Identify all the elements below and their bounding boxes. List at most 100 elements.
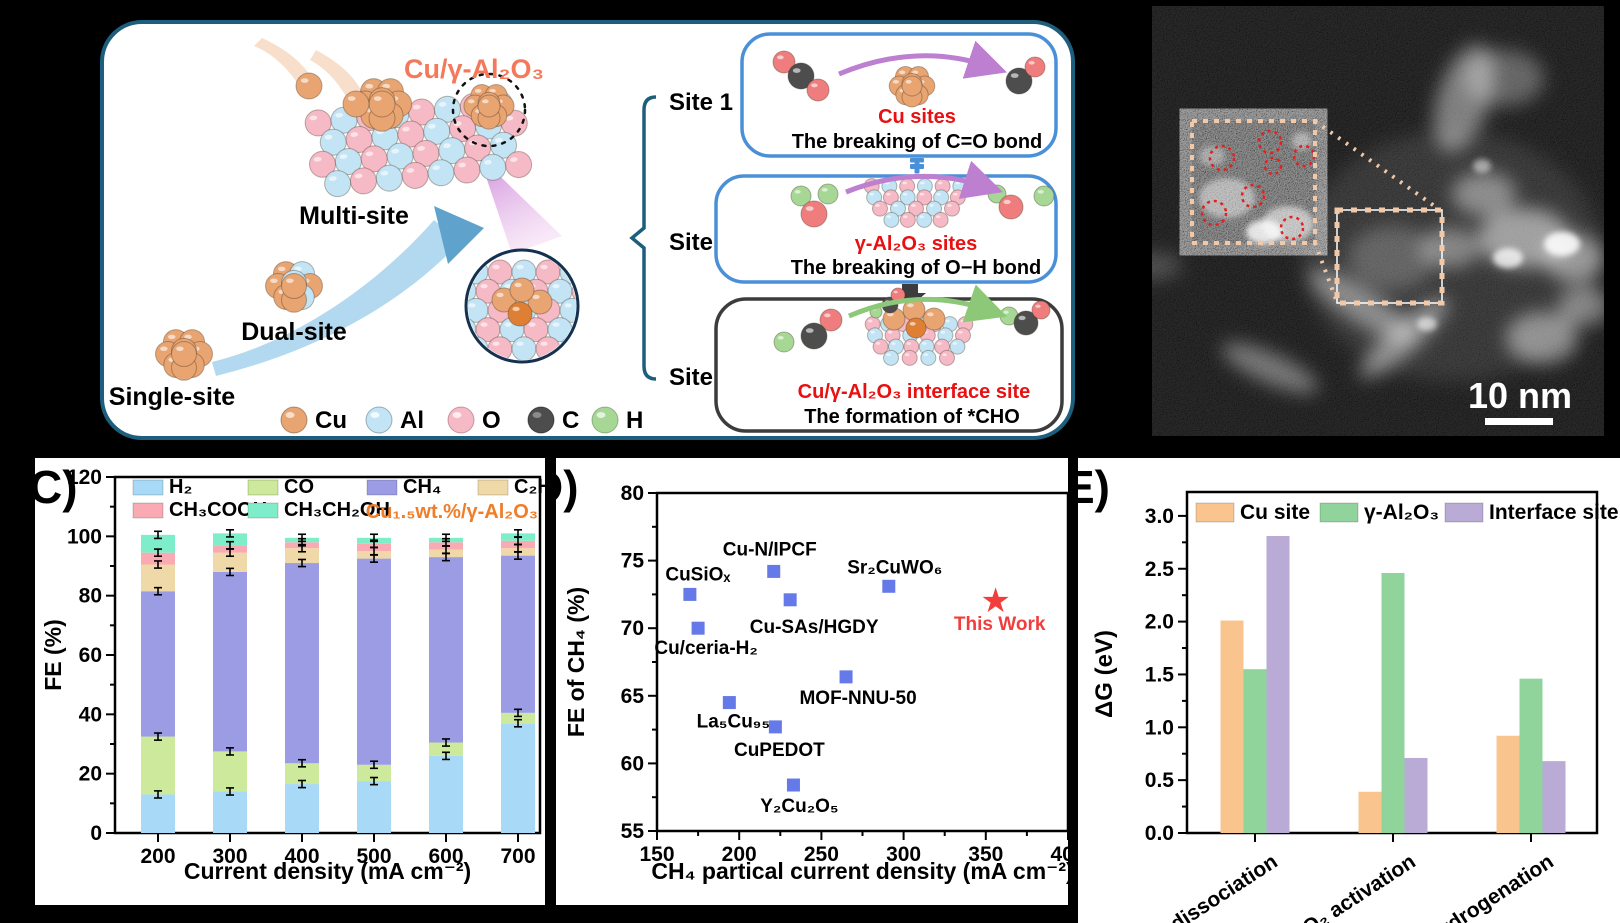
- y-tick-label: 0.0: [1145, 822, 1174, 845]
- point-label: Cu-N/IPCF: [723, 539, 817, 560]
- y-tick-label: 55: [621, 820, 645, 843]
- x-axis-label: CH₄ partical current density (mA cm⁻²): [651, 858, 1068, 884]
- point-label: La₅Cu₉₅: [697, 712, 770, 733]
- bar-segment: [429, 557, 463, 743]
- plot-frame: [655, 491, 1068, 833]
- stem-inset: [1190, 119, 1317, 245]
- panel-c-letter: C): [35, 461, 78, 513]
- legend-swatch: [1195, 502, 1235, 523]
- circled-cu-cluster: [463, 84, 515, 130]
- point-label: Cu/ceria-H₂: [654, 638, 757, 659]
- site2-desc: The breaking of O−H bond: [791, 257, 1042, 279]
- bar: [1243, 669, 1267, 833]
- bar-segment: [213, 552, 247, 572]
- scatter-point: [767, 564, 781, 578]
- bar-segment: [213, 751, 247, 792]
- bar-segment: [429, 742, 463, 756]
- site1-reaction-arrow: [838, 40, 1007, 79]
- y-tick-label: 80: [621, 482, 644, 505]
- x-tick-label: 400: [1050, 843, 1068, 866]
- point-label: This Work: [954, 614, 1046, 635]
- legend-swatch: [1444, 502, 1484, 523]
- x-tick-label: 500: [356, 845, 391, 868]
- scatter-point: [839, 670, 853, 684]
- bar-segment: [501, 555, 535, 713]
- atom-legend-label: O: [482, 407, 501, 434]
- mechanism-schematic: Cu/γ-Al₂O₃ Multi-site Dual-site Single-s…: [109, 32, 1064, 434]
- y-tick-label: 100: [67, 525, 102, 548]
- inset-connector-line: [1313, 119, 1442, 212]
- scatter-point: [768, 720, 782, 734]
- point-label: Cu-SAs/HGDY: [750, 617, 879, 638]
- evolution-swoosh-arrowhead: [434, 206, 484, 264]
- o-atom-icon: [447, 406, 475, 434]
- legend-label: CH₃CH₂OH: [284, 499, 390, 521]
- bar: [1381, 572, 1405, 833]
- x-tick-label: 400: [284, 845, 319, 868]
- site3-desc: The formation of *CHO: [804, 406, 1020, 428]
- bar-segment: [141, 534, 175, 553]
- cu-deposit-trail: [310, 50, 362, 100]
- bar: [1496, 735, 1520, 833]
- y-tick-label: 2.0: [1145, 611, 1174, 634]
- bar-segment: [141, 552, 175, 565]
- site3-reaction-arrow: [848, 284, 1007, 323]
- bar-segment: [501, 723, 535, 833]
- category-label: H₂O dissociation: [1127, 850, 1281, 923]
- cu-atom-highlight: [285, 412, 295, 418]
- bar-segment: [501, 712, 535, 724]
- bar-segment: [285, 563, 319, 764]
- y-tick-label: 65: [621, 685, 645, 708]
- y-tick-label: 120: [67, 466, 102, 489]
- inset-connector-line: [1313, 242, 1339, 303]
- sites-bracket: [629, 95, 657, 381]
- bar-segment: [141, 591, 175, 737]
- x-tick-label: 300: [886, 843, 921, 866]
- o-atom-highlight: [452, 412, 462, 418]
- y-axis-label: ΔG (eV): [1091, 630, 1118, 718]
- y-tick-label: 75: [621, 550, 645, 573]
- legend-swatch: [366, 479, 398, 496]
- point-label: CuPEDOT: [734, 740, 825, 761]
- y-tick-label: 0.5: [1145, 769, 1175, 792]
- bar: [1220, 620, 1244, 833]
- h-atom-icon: [591, 406, 619, 434]
- dual-site-cluster: [265, 261, 323, 313]
- plus-icon: [910, 158, 924, 174]
- legend-swatch: [247, 502, 279, 519]
- site3-name: Cu/γ-Al₂O₃ interface site: [798, 381, 1031, 403]
- atom-legend-item-h: H: [591, 406, 643, 434]
- stem-image: 10 nm: [1152, 6, 1604, 436]
- x-tick-label: 700: [500, 845, 535, 868]
- legend-swatch: [477, 479, 509, 496]
- bar: [1404, 757, 1428, 833]
- legend-swatch: [1319, 502, 1359, 523]
- x-tick-label: 250: [804, 843, 839, 866]
- site1-desc: The breaking of C=O bond: [792, 131, 1043, 153]
- legend-label: Interface site: [1489, 501, 1619, 524]
- fe-stacked-bar-chart: 0 20 40 60 80 100 120 200 300 400 500 600 700 H₂ CO CH₄…: [40, 466, 545, 884]
- y-tick-label: 2.5: [1145, 558, 1175, 581]
- chart-c-title: Cu₁.₅wt.%/γ-Al₂O₃: [366, 501, 538, 523]
- x-tick-label: 300: [212, 845, 247, 868]
- single-site-label: Single-site: [109, 383, 236, 411]
- legend-label: CH₃COOH: [169, 499, 267, 521]
- y-tick-label: 3.0: [1145, 505, 1174, 528]
- inset-border: [1190, 119, 1317, 245]
- chart-panel-d: D) 150 200 250 300 350 400 55 60 65 70 75 80 CuSiOₓ C…: [556, 458, 1068, 905]
- atom-legend-item-cu: Cu: [280, 406, 347, 434]
- x-tick-label: 150: [639, 843, 674, 866]
- dotted-highlight-circle: [451, 72, 527, 148]
- legend-swatch: [132, 479, 164, 496]
- bar: [1542, 761, 1566, 833]
- atom-legend-item-o: O: [447, 406, 501, 434]
- bar-segment: [213, 571, 247, 752]
- chart-panel-c: C) 0 20 40 60 80 100 120 200 300 400 500 600 700 H₂ CO…: [35, 458, 545, 905]
- atom-legend-label: H: [626, 407, 643, 434]
- target-square-inner: [1336, 209, 1443, 304]
- y-tick-label: 70: [621, 617, 644, 640]
- y-tick-label: 60: [621, 752, 644, 775]
- y-axis-label: FE of CH₄ (%): [563, 587, 589, 737]
- panel-e-letter: E): [1078, 461, 1110, 513]
